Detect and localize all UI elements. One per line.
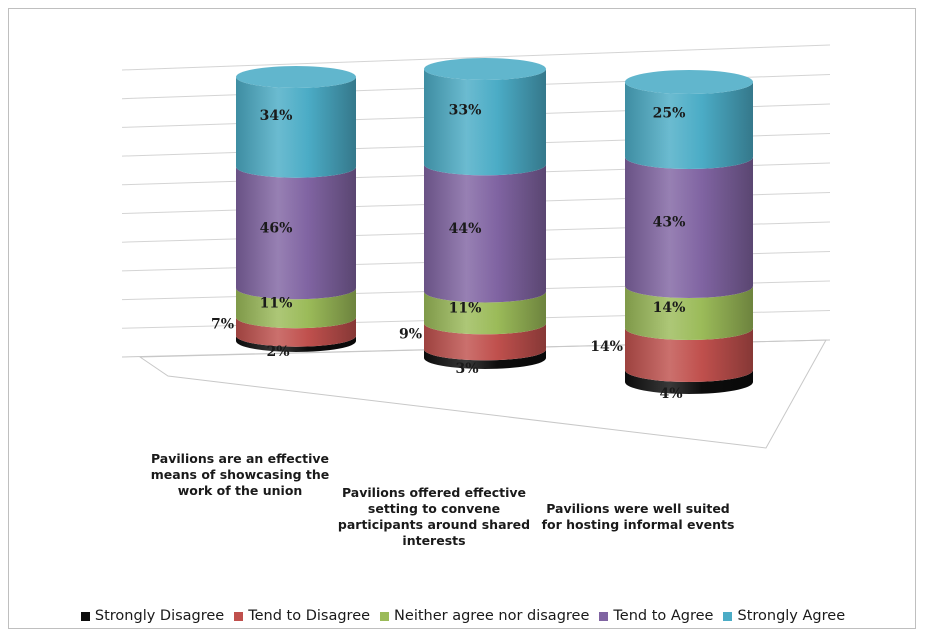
bar-segment-neither-agree-nor-disagree-2 <box>424 291 546 335</box>
legend-item-strongly-agree: Strongly Agree <box>723 608 845 624</box>
data-label-strongly-agree-1: 34% <box>260 108 293 124</box>
data-label-strongly-agree-3: 25% <box>653 106 686 122</box>
data-label-neither-agree-nor-disagree-1: 11% <box>260 296 293 312</box>
data-label-strongly-disagree-3: 4% <box>659 386 682 402</box>
legend-label: Tend to Agree <box>613 608 714 624</box>
data-label-tend-to-disagree-3: 14% <box>590 339 623 355</box>
bar-segment-neither-agree-nor-disagree-3 <box>625 286 753 340</box>
data-label-tend-to-disagree-2: 9% <box>399 326 422 342</box>
bar-segment-tend-to-agree-3 <box>625 157 753 298</box>
chart-category-labels: Pavilions are an effective means of showc… <box>151 451 735 548</box>
legend-item-neither-agree-nor-disagree: Neither agree nor disagree <box>380 608 589 624</box>
data-label-tend-to-agree-2: 44% <box>449 221 482 237</box>
legend-item-tend-to-disagree: Tend to Disagree <box>234 608 370 624</box>
cylinder-top-2 <box>424 58 546 80</box>
category-label-2: Pavilions offered effective setting to co… <box>338 485 530 548</box>
chart-data-labels: 2% 7% 11% 46% 34% 3% 9% 11% 44% 33% 4% 14% 14% 43% 25% <box>211 103 685 402</box>
legend-label: Neither agree nor disagree <box>394 608 590 624</box>
data-label-neither-agree-nor-disagree-3: 14% <box>653 300 686 316</box>
data-label-strongly-disagree-2: 3% <box>455 361 478 377</box>
bar-segment-tend-to-disagree-1 <box>236 317 357 347</box>
bar-segment-neither-agree-nor-disagree-1 <box>236 288 357 329</box>
bar-segment-tend-to-disagree-3 <box>625 328 753 382</box>
data-label-strongly-agree-2: 33% <box>449 103 482 119</box>
category-label-1: Pavilions are an effective means of showc… <box>151 451 330 498</box>
cylinder-top-1 <box>236 66 356 88</box>
bar-segment-strongly-disagree-2 <box>424 349 546 369</box>
bar-segment-tend-to-agree-2 <box>424 164 546 303</box>
data-label-neither-agree-nor-disagree-2: 11% <box>449 300 482 316</box>
legend-swatch <box>599 611 609 621</box>
data-label-tend-to-agree-1: 46% <box>260 220 293 236</box>
legend-item-strongly-disagree: Strongly Disagree <box>80 608 225 624</box>
bar-segment-strongly-agree-1 <box>236 77 357 178</box>
bar-segment-strongly-disagree-1 <box>236 335 357 352</box>
cylinder-top-3 <box>625 70 753 94</box>
legend-label: Tend to Disagree <box>248 608 371 624</box>
legend-swatch <box>234 611 244 621</box>
chart-bars <box>236 58 753 394</box>
bar-segment-strongly-agree-2 <box>424 69 546 176</box>
bar-segment-strongly-agree-3 <box>625 82 753 169</box>
legend-swatch <box>80 611 90 621</box>
chart-legend: Strongly Disagree Tend to Disagree Neither… <box>0 608 926 624</box>
bar-segment-tend-to-agree-1 <box>236 166 357 300</box>
legend-item-tend-to-agree: Tend to Agree <box>599 608 713 624</box>
legend-label: Strongly Agree <box>737 608 846 624</box>
gridline <box>121 44 831 71</box>
cylinder-2 <box>424 58 546 369</box>
data-label-tend-to-agree-3: 43% <box>653 215 686 231</box>
cylinder-1 <box>236 66 357 352</box>
bar-segment-tend-to-disagree-2 <box>424 323 546 361</box>
legend-swatch <box>380 611 390 621</box>
data-label-strongly-disagree-1: 2% <box>266 344 289 360</box>
category-label-3: Pavilions were well suited for hosting in… <box>542 501 735 532</box>
data-label-tend-to-disagree-1: 7% <box>211 316 234 332</box>
legend-swatch <box>723 611 733 621</box>
legend-label: Strongly Disagree <box>94 608 225 624</box>
cylinder-3 <box>625 70 753 394</box>
